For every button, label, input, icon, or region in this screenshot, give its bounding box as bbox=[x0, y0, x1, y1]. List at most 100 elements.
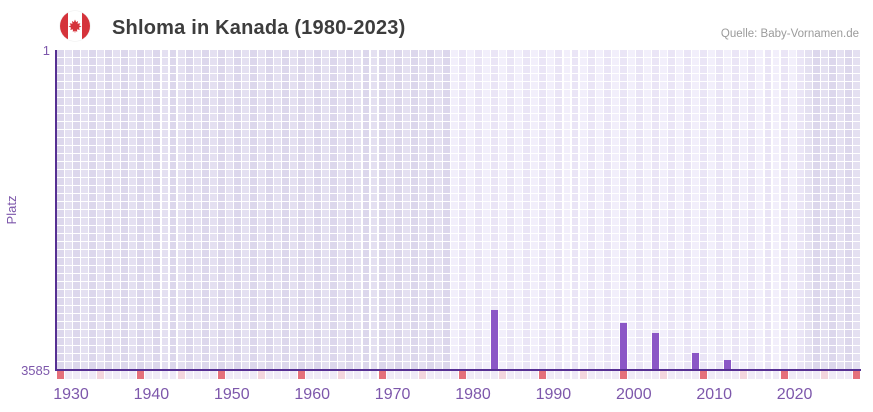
tick-cell-decade bbox=[378, 371, 386, 379]
grid-column bbox=[442, 50, 450, 370]
tick-cell bbox=[635, 371, 643, 379]
grid-column bbox=[780, 50, 788, 370]
tick-cell-decade bbox=[217, 371, 225, 379]
tick-cell bbox=[145, 371, 153, 379]
bar-2009[interactable] bbox=[692, 353, 700, 370]
grid-column bbox=[627, 50, 635, 370]
grid-column bbox=[258, 50, 265, 370]
tick-cell bbox=[724, 371, 732, 379]
tick-cell bbox=[121, 371, 129, 379]
chart-plot-area bbox=[57, 50, 861, 370]
tick-cell-half-decade bbox=[177, 371, 185, 379]
tick-cell bbox=[89, 371, 97, 379]
grid-column bbox=[410, 50, 418, 370]
grid-column bbox=[587, 50, 595, 370]
grid-column bbox=[499, 50, 507, 370]
tick-cell-half-decade bbox=[820, 371, 828, 379]
tick-cell bbox=[153, 371, 161, 379]
grid-column bbox=[475, 50, 483, 370]
tick-cell-decade bbox=[619, 371, 627, 379]
grid-column bbox=[515, 50, 523, 370]
grid-column bbox=[467, 50, 474, 370]
tick-cell bbox=[290, 371, 298, 379]
grid-column bbox=[643, 50, 651, 370]
grid-column bbox=[402, 50, 410, 370]
source-attribution: Quelle: Baby-Vornamen.de bbox=[720, 28, 859, 40]
tick-cell bbox=[233, 371, 241, 379]
y-axis-label: Platz bbox=[4, 195, 19, 225]
grid-column bbox=[844, 50, 852, 370]
grid-column bbox=[81, 50, 89, 370]
tick-cell-decade bbox=[852, 371, 860, 379]
tick-cell bbox=[627, 371, 635, 379]
tick-cell-half-decade bbox=[338, 371, 346, 379]
tick-cell bbox=[362, 371, 370, 379]
grid-column bbox=[531, 50, 539, 370]
tick-cell bbox=[756, 371, 764, 379]
tick-cell bbox=[346, 371, 354, 379]
tick-cell bbox=[434, 371, 442, 379]
tick-cell bbox=[193, 371, 201, 379]
tick-cell bbox=[241, 371, 249, 379]
tick-cell bbox=[555, 371, 563, 379]
x-axis-label-1990: 1990 bbox=[535, 386, 572, 403]
tick-cell bbox=[708, 371, 716, 379]
grid-column bbox=[772, 50, 780, 370]
grid-column bbox=[812, 50, 820, 370]
grid-column bbox=[169, 50, 177, 370]
tick-cell bbox=[804, 371, 812, 379]
grid-column bbox=[201, 50, 209, 370]
canada-flag-icon bbox=[60, 11, 90, 41]
flag-red-stripe-right bbox=[82, 11, 90, 41]
tick-cell bbox=[515, 371, 523, 379]
tick-cell bbox=[716, 371, 724, 379]
bar-2004[interactable] bbox=[651, 332, 659, 370]
grid-column bbox=[129, 50, 137, 370]
tick-cell-half-decade bbox=[258, 371, 265, 379]
grid-column bbox=[668, 50, 675, 370]
grid-column bbox=[233, 50, 241, 370]
grid-column bbox=[796, 50, 804, 370]
grid-column bbox=[153, 50, 161, 370]
tick-cell-decade bbox=[137, 371, 145, 379]
grid-column bbox=[145, 50, 153, 370]
tick-cell bbox=[684, 371, 692, 379]
x-axis-label-2000: 2000 bbox=[616, 386, 652, 403]
tick-cell bbox=[249, 371, 257, 379]
tick-cell bbox=[322, 371, 330, 379]
grid-column bbox=[724, 50, 732, 370]
tick-cell bbox=[225, 371, 233, 379]
grid-column bbox=[764, 50, 772, 370]
grid-column bbox=[338, 50, 346, 370]
bar-1984[interactable] bbox=[491, 310, 499, 370]
grid-column bbox=[571, 50, 579, 370]
grid-column bbox=[660, 50, 667, 370]
grid-column bbox=[676, 50, 684, 370]
grid-column bbox=[459, 50, 466, 370]
tick-cell bbox=[547, 371, 555, 379]
tick-cell-half-decade bbox=[499, 371, 507, 379]
x-axis-label-1930: 1930 bbox=[53, 386, 89, 403]
bar-2000[interactable] bbox=[619, 322, 627, 370]
y-axis-line bbox=[55, 50, 57, 371]
grid-column bbox=[346, 50, 354, 370]
tick-cell-half-decade bbox=[740, 371, 748, 379]
tick-cell-half-decade bbox=[660, 371, 667, 379]
grid-column bbox=[708, 50, 716, 370]
grid-column bbox=[852, 50, 860, 370]
tick-cell bbox=[491, 371, 499, 379]
x-axis-label-1970: 1970 bbox=[374, 386, 411, 403]
tick-cell bbox=[812, 371, 820, 379]
grid-column bbox=[450, 50, 458, 370]
tick-cell bbox=[113, 371, 121, 379]
bar-2013[interactable] bbox=[724, 360, 732, 370]
grid-column bbox=[354, 50, 362, 370]
tick-cell bbox=[370, 371, 378, 379]
grid-column bbox=[804, 50, 812, 370]
grid-column bbox=[555, 50, 563, 370]
grid-column bbox=[73, 50, 81, 370]
x-axis-label-1950: 1950 bbox=[214, 386, 250, 403]
tick-cell bbox=[523, 371, 531, 379]
grid-column bbox=[266, 50, 273, 370]
